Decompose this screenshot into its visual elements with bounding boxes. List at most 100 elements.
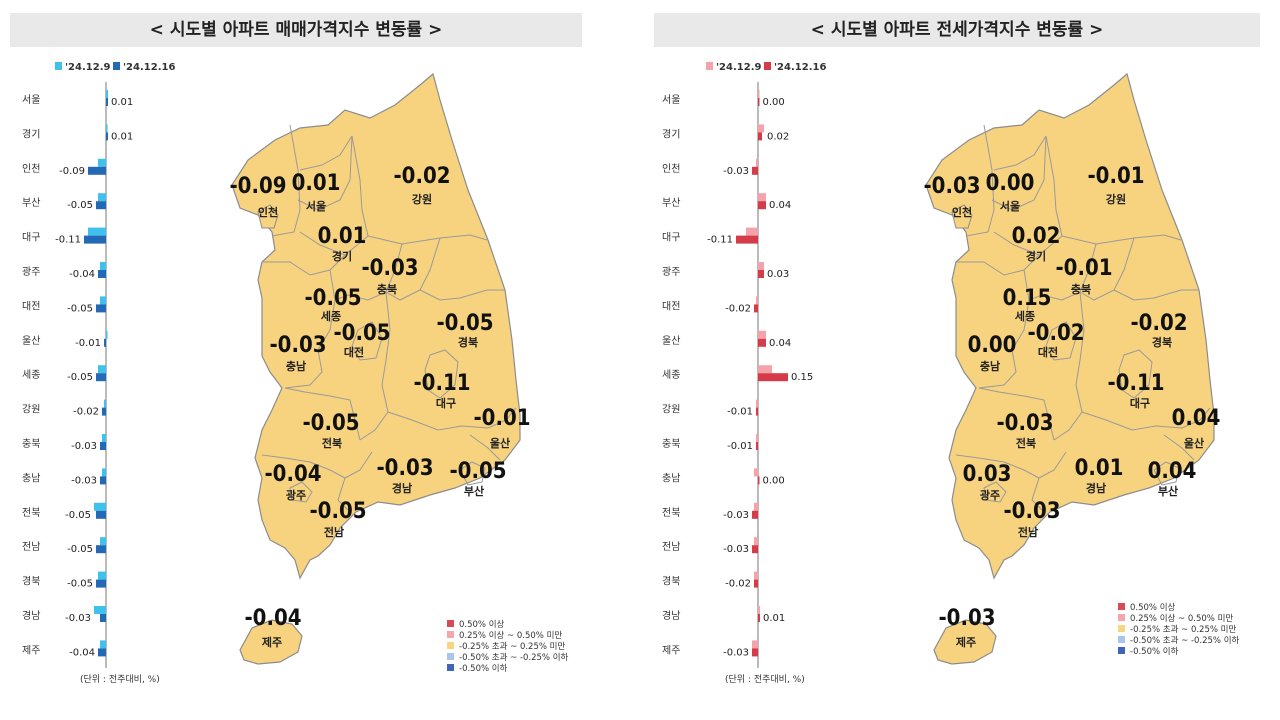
map-legend-swatch xyxy=(1118,636,1125,643)
bar-curr xyxy=(96,579,106,588)
sale-chart-title: < 시도별 아파트 매매가격지수 변동률 > xyxy=(10,13,582,47)
bar-curr xyxy=(96,510,106,519)
category-label: 전남 xyxy=(662,541,680,553)
map-value-label: 0.02 xyxy=(1012,224,1061,249)
province-border xyxy=(1028,243,1097,301)
legend-label-curr: '24.12.16 xyxy=(123,62,175,73)
legend-label-curr: '24.12.16 xyxy=(774,62,826,73)
value-label: 0.04 xyxy=(769,338,791,349)
map-legend-label: -0.50% 초과 ~ -0.25% 이하 xyxy=(459,652,569,663)
province-border xyxy=(991,135,1047,211)
map-region-label: 충북 xyxy=(1071,282,1091,296)
bar-curr xyxy=(96,201,106,210)
province-border xyxy=(956,254,1040,276)
map-value-label: -0.03 xyxy=(376,456,433,481)
bar-curr xyxy=(106,132,108,141)
map-legend-swatch xyxy=(447,631,454,638)
map-value-label: 0.15 xyxy=(1003,286,1052,311)
bar-curr xyxy=(756,442,758,450)
bar-prev xyxy=(756,158,758,167)
mainland-shape xyxy=(925,72,1215,580)
category-label: 대전 xyxy=(22,300,40,312)
category-label: 서울 xyxy=(662,94,680,106)
category-label: 전북 xyxy=(662,507,680,519)
map-legend-label: 0.25% 이상 ~ 0.50% 미만 xyxy=(459,630,562,641)
map-region-label: 충북 xyxy=(377,282,397,296)
category-label: 강원 xyxy=(22,404,40,416)
category-label: 경남 xyxy=(22,609,40,622)
value-label: -0.09 xyxy=(59,166,85,177)
map-region-label: 인천 xyxy=(952,205,972,219)
map-region-label: 대전 xyxy=(344,345,364,359)
map-value-label: -0.02 xyxy=(1130,311,1187,336)
bar-prev xyxy=(758,606,760,614)
map-value-label: -0.04 xyxy=(244,606,301,631)
value-label: -0.05 xyxy=(67,372,93,383)
bar-prev xyxy=(94,606,106,614)
legend-label-prev: '24.12.9 xyxy=(716,62,761,73)
bar-curr xyxy=(758,132,762,141)
value-label: -0.01 xyxy=(727,441,753,452)
map-value-label: -0.05 xyxy=(302,411,359,436)
province-border xyxy=(469,434,501,461)
bar-prev xyxy=(100,640,106,649)
bar-prev xyxy=(758,330,766,339)
map-region-label: 광주 xyxy=(286,489,306,502)
bar-curr xyxy=(758,270,764,278)
province-border xyxy=(955,451,1067,479)
value-label: -0.03 xyxy=(71,475,97,486)
map-region-label: 경북 xyxy=(1152,335,1172,349)
category-label: 경북 xyxy=(22,575,40,588)
bar-curr xyxy=(96,545,106,554)
bar-curr xyxy=(754,304,758,313)
category-label: 대구 xyxy=(662,232,680,244)
bar-curr xyxy=(758,614,760,622)
category-label: 전북 xyxy=(22,507,40,519)
bar-prev xyxy=(104,399,106,408)
province-border xyxy=(419,289,505,301)
province-border xyxy=(334,243,403,301)
bar-prev xyxy=(758,124,764,133)
value-label: 0.03 xyxy=(767,269,789,280)
province-border xyxy=(1031,477,1045,513)
map-region-label: 서울 xyxy=(1000,199,1020,213)
value-label: 0.02 xyxy=(767,131,789,142)
bar-prev xyxy=(106,330,108,339)
bar-prev xyxy=(106,90,108,98)
bar-prev xyxy=(98,158,106,167)
map-value-label: -0.05 xyxy=(309,499,366,524)
bar-prev xyxy=(758,365,772,374)
province-border xyxy=(993,231,1063,256)
bar-curr xyxy=(752,166,758,175)
bar-prev xyxy=(106,124,108,133)
map-value-label: -0.01 xyxy=(1055,256,1112,281)
province-border xyxy=(983,481,1007,503)
jeonse-chart-title: < 시도별 아파트 전세가격지수 변동률 > xyxy=(654,13,1260,47)
value-label: -0.05 xyxy=(67,544,93,555)
bar-curr xyxy=(758,476,760,485)
jeonse-price-panel: < 시도별 아파트 전세가격지수 변동률 > '24.12.9 '24.12.16… xyxy=(640,0,1260,720)
map-region-label: 경남 xyxy=(1086,481,1106,495)
bar-curr xyxy=(752,648,758,657)
map-value-label: -0.01 xyxy=(1087,164,1144,189)
category-label: 광주 xyxy=(22,266,40,278)
category-label: 서울 xyxy=(22,94,40,106)
province-border xyxy=(359,291,391,441)
map-region-label: 제주 xyxy=(956,635,976,649)
category-label: 경북 xyxy=(662,575,680,588)
bar-prev xyxy=(754,468,758,477)
legend-swatch-prev xyxy=(55,62,62,70)
map-value-label: -0.09 xyxy=(229,174,286,199)
map-region-label: 경북 xyxy=(458,335,478,349)
map-region-label: 충남 xyxy=(286,359,306,373)
map-value-label: -0.05 xyxy=(436,311,493,336)
category-label: 충남 xyxy=(22,472,40,484)
map-legend-label: 0.50% 이상 xyxy=(1130,602,1176,613)
map-legend-label: -0.25% 초과 ~ 0.25% 미만 xyxy=(1130,625,1236,635)
category-label: 제주 xyxy=(22,644,40,656)
value-label: -0.03 xyxy=(723,647,749,658)
bar-prev xyxy=(756,296,758,305)
map-region-label: 대구 xyxy=(1130,396,1150,410)
map-legend-label: -0.50% 초과 ~ -0.25% 이하 xyxy=(1130,635,1240,646)
map-region-label: 세종 xyxy=(321,309,341,323)
